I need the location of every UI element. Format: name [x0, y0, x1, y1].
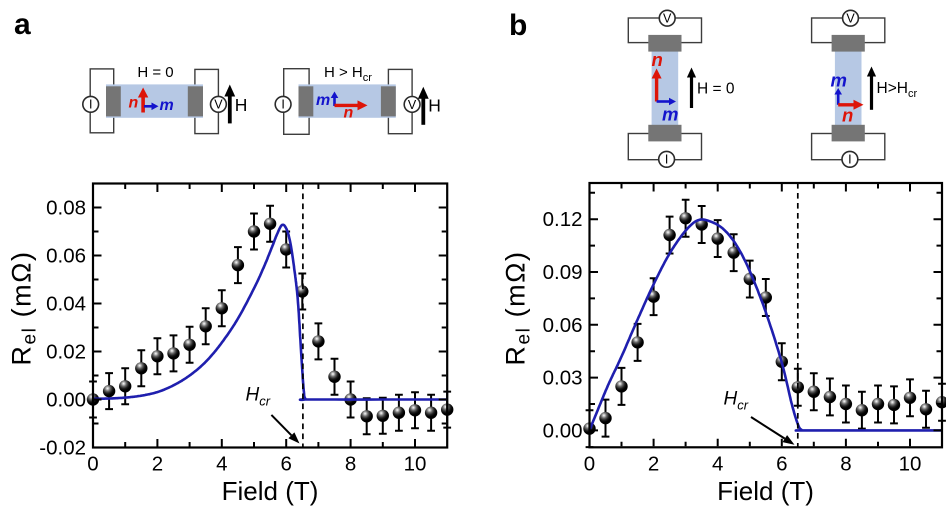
svg-text:m: m: [662, 104, 678, 125]
svg-text:H>Hcr: H>Hcr: [877, 80, 918, 100]
svg-text:I: I: [281, 98, 284, 112]
svg-text:10: 10: [404, 453, 427, 476]
svg-text:a: a: [14, 8, 31, 41]
svg-text:I: I: [665, 153, 668, 167]
svg-text:Field (T): Field (T): [717, 476, 814, 506]
svg-text:V: V: [663, 12, 672, 26]
svg-text:0: 0: [87, 453, 98, 476]
svg-text:0.06: 0.06: [543, 314, 583, 337]
svg-text:6: 6: [776, 453, 787, 476]
svg-text:m: m: [160, 97, 174, 114]
svg-text:H = 0: H = 0: [697, 81, 735, 98]
svg-text:6: 6: [280, 453, 291, 476]
svg-text:2: 2: [648, 453, 659, 476]
svg-text:0.00: 0.00: [46, 389, 86, 412]
svg-text:H: H: [428, 96, 441, 116]
svg-text:-0.02: -0.02: [39, 437, 86, 460]
svg-text:0.06: 0.06: [46, 245, 86, 268]
svg-text:0: 0: [584, 453, 595, 476]
svg-text:0.04: 0.04: [46, 293, 86, 316]
svg-text:8: 8: [345, 453, 356, 476]
svg-text:10: 10: [899, 453, 922, 476]
svg-text:4: 4: [216, 453, 227, 476]
svg-text:8: 8: [840, 453, 851, 476]
svg-text:V: V: [214, 98, 223, 112]
svg-text:I: I: [848, 153, 851, 167]
svg-text:Field (T): Field (T): [222, 476, 319, 506]
svg-text:n: n: [842, 105, 853, 126]
svg-text:H: H: [235, 95, 248, 115]
svg-text:2: 2: [152, 453, 163, 476]
svg-text:H = 0: H = 0: [137, 64, 173, 81]
svg-text:Rel (mΩ): Rel (mΩ): [7, 250, 41, 365]
svg-text:n: n: [652, 49, 663, 70]
svg-text:0.12: 0.12: [543, 208, 583, 231]
svg-text:n: n: [129, 95, 139, 112]
svg-text:0.00: 0.00: [543, 419, 583, 442]
svg-text:0.02: 0.02: [46, 341, 86, 364]
svg-text:V: V: [846, 12, 855, 26]
svg-text:4: 4: [712, 453, 723, 476]
svg-text:0.03: 0.03: [543, 367, 583, 390]
svg-text:m: m: [316, 92, 330, 109]
svg-text:n: n: [344, 105, 354, 122]
svg-text:V: V: [408, 98, 417, 112]
svg-text:H > Hcr: H > Hcr: [324, 64, 372, 84]
svg-text:0.09: 0.09: [543, 261, 583, 284]
svg-text:b: b: [509, 9, 527, 42]
svg-text:m: m: [831, 70, 847, 91]
svg-text:0.08: 0.08: [46, 197, 86, 220]
svg-text:I: I: [89, 98, 92, 112]
svg-text:Rel (mΩ): Rel (mΩ): [501, 250, 535, 365]
